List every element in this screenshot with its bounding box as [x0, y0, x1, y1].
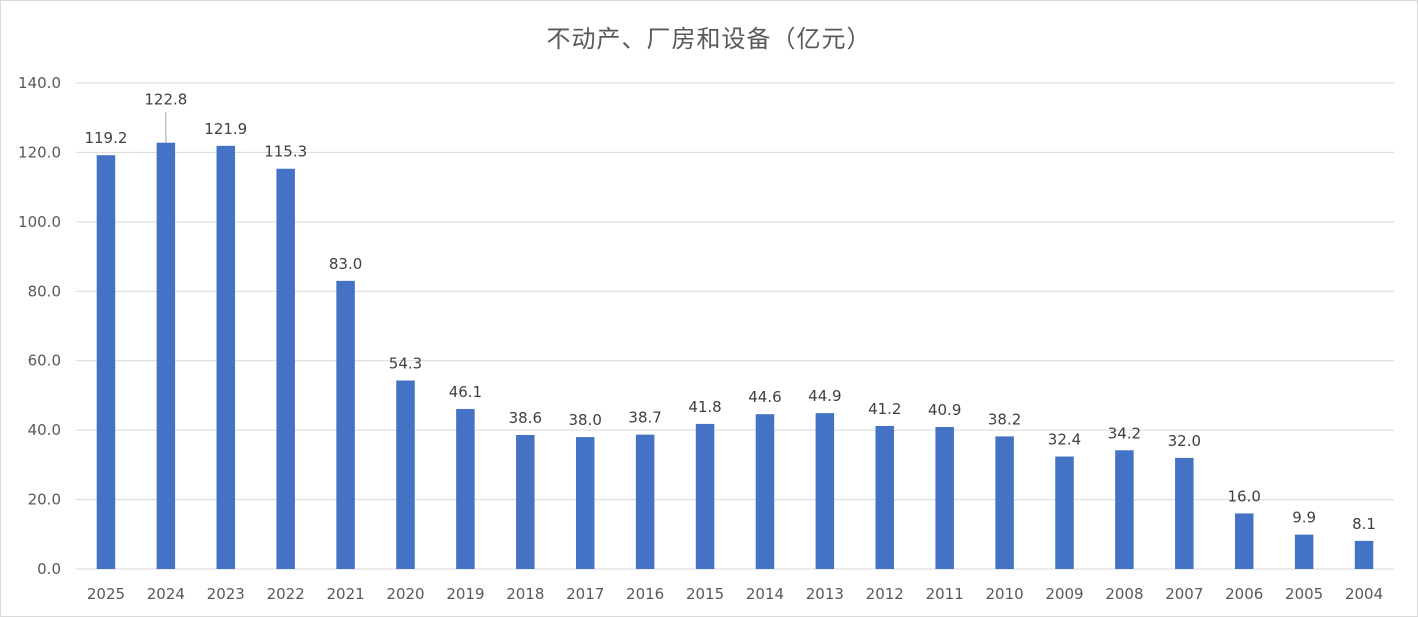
bar-2007: [1175, 457, 1194, 569]
x-tick-label: 2005: [1285, 585, 1323, 603]
x-tick-label: 2004: [1345, 585, 1383, 603]
x-tick-label: 2010: [985, 585, 1023, 603]
x-tick-label: 2015: [686, 585, 724, 603]
data-label-2011: 40.9: [928, 401, 961, 419]
bar-2013: [815, 413, 835, 569]
x-tick-label: 2007: [1165, 585, 1203, 603]
y-tick-label: 80.0: [28, 282, 61, 300]
data-label-2025: 119.2: [84, 129, 127, 147]
data-labels: 119.2 122.8 121.9 115.3 83.0 54.3 46.1 38.6 38.0…: [84, 91, 1375, 533]
data-label-2014: 44.6: [748, 388, 781, 406]
bar-2019: [456, 408, 475, 569]
bar-2024: [156, 142, 176, 570]
chart-title: 不动产、厂房和设备（亿元）: [546, 25, 872, 53]
data-label-2010: 38.2: [988, 410, 1021, 428]
bar-2011: [935, 427, 954, 569]
y-axis-ticks: 0.0 20.0 40.0 60.0 80.0 100.0 120.0 140.0: [18, 74, 61, 578]
x-tick-label: 2008: [1105, 585, 1143, 603]
gridlines: [76, 82, 1394, 570]
bar-2016: [635, 434, 655, 569]
bar-2018: [516, 435, 535, 569]
bar-2017: [575, 437, 595, 569]
bar-2010: [995, 436, 1014, 569]
y-tick-label: 60.0: [28, 352, 61, 370]
x-tick-label: 2017: [566, 585, 604, 603]
bar-2004: [1354, 540, 1374, 569]
bar-2006: [1234, 513, 1254, 569]
x-tick-label: 2016: [626, 585, 664, 603]
y-tick-label: 140.0: [18, 74, 61, 92]
data-label-2020: 54.3: [389, 355, 422, 373]
data-label-2018: 38.6: [509, 409, 542, 427]
x-tick-label: 2006: [1225, 585, 1263, 603]
x-tick-label: 2025: [87, 585, 125, 603]
bar-2021: [336, 280, 355, 569]
bars: [96, 142, 1374, 570]
data-label-2008: 34.2: [1108, 424, 1141, 442]
x-tick-label: 2021: [326, 585, 364, 603]
y-tick-label: 20.0: [28, 491, 61, 509]
x-tick-label: 2019: [446, 585, 484, 603]
y-tick-label: 120.0: [18, 143, 61, 161]
data-label-2009: 32.4: [1048, 431, 1081, 449]
data-label-2005: 9.9: [1292, 509, 1316, 527]
y-tick-label: 100.0: [18, 213, 61, 231]
bar-2022: [276, 168, 295, 569]
bar-2023: [216, 145, 236, 569]
bar-2014: [755, 414, 775, 569]
data-label-2017: 38.0: [569, 411, 602, 429]
data-label-2004: 8.1: [1352, 515, 1376, 533]
data-label-2006: 16.0: [1228, 487, 1261, 505]
x-axis-ticks: 2025 2024 2023 2022 2021 2020 2019 2018 2017 2016…: [87, 585, 1383, 603]
data-label-2013: 44.9: [808, 387, 841, 405]
y-tick-label: 0.0: [37, 560, 61, 578]
x-tick-label: 2011: [926, 585, 964, 603]
bar-2015: [695, 423, 715, 569]
data-label-2012: 41.2: [868, 400, 901, 418]
bar-2012: [875, 425, 895, 569]
x-tick-label: 2022: [267, 585, 305, 603]
data-label-2007: 32.0: [1168, 432, 1201, 450]
data-label-2016: 38.7: [628, 409, 661, 427]
x-tick-label: 2013: [806, 585, 844, 603]
x-tick-label: 2014: [746, 585, 784, 603]
bar-2005: [1294, 534, 1314, 569]
x-tick-label: 2023: [207, 585, 245, 603]
x-tick-label: 2009: [1045, 585, 1083, 603]
bar-2025: [96, 155, 116, 569]
data-label-2024: 122.8: [144, 91, 187, 109]
data-label-2021: 83.0: [329, 255, 362, 273]
data-label-2023: 121.9: [204, 120, 247, 138]
x-tick-label: 2018: [506, 585, 544, 603]
x-tick-label: 2012: [866, 585, 904, 603]
bar-2008: [1115, 450, 1134, 569]
y-tick-label: 40.0: [28, 421, 61, 439]
data-label-2019: 46.1: [449, 383, 482, 401]
bar-2020: [396, 380, 415, 569]
data-label-2015: 41.8: [688, 398, 721, 416]
bar-2009: [1055, 456, 1074, 569]
x-tick-label: 2024: [147, 585, 185, 603]
data-label-2022: 115.3: [264, 143, 307, 161]
x-tick-label: 2020: [386, 585, 424, 603]
